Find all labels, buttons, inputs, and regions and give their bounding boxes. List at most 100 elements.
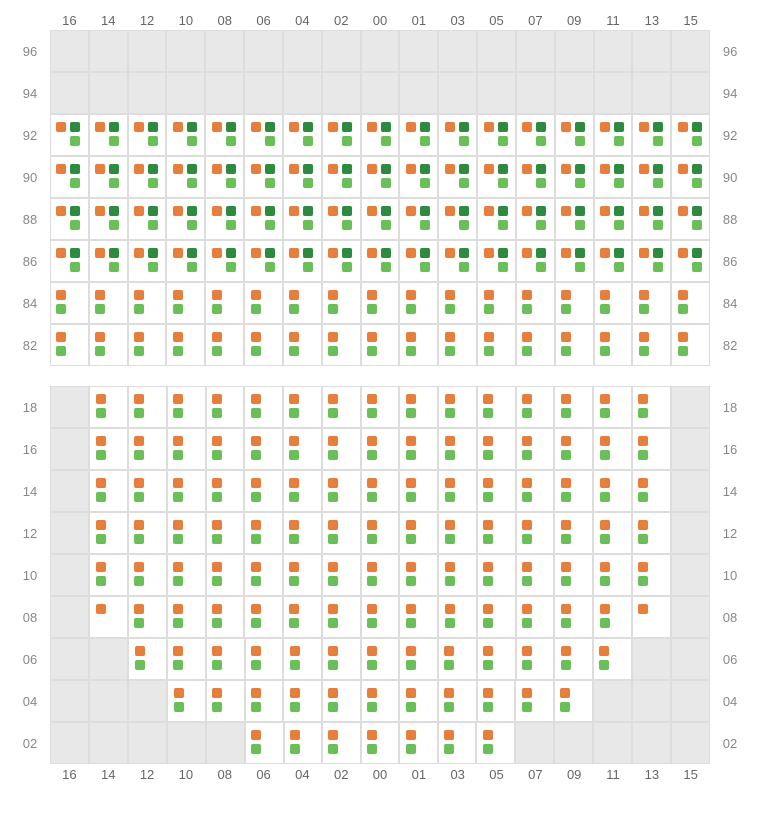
cell-active[interactable] (167, 512, 206, 554)
cell-active[interactable] (283, 596, 322, 638)
cell-active[interactable] (206, 554, 245, 596)
cell-active[interactable] (632, 240, 671, 282)
cell-active[interactable] (399, 114, 438, 156)
cell-active[interactable] (166, 240, 205, 282)
cell-active[interactable] (244, 554, 283, 596)
cell-active[interactable] (205, 156, 244, 198)
cell-active[interactable] (166, 156, 205, 198)
cell-active[interactable] (128, 156, 167, 198)
cell-active[interactable] (554, 680, 593, 722)
cell-active[interactable] (206, 470, 245, 512)
cell-active[interactable] (283, 324, 322, 366)
cell-active[interactable] (438, 428, 477, 470)
cell-active[interactable] (477, 512, 516, 554)
cell-active[interactable] (244, 324, 283, 366)
cell-active[interactable] (361, 680, 400, 722)
cell-active[interactable] (283, 282, 322, 324)
cell-active[interactable] (167, 470, 206, 512)
cell-active[interactable] (322, 554, 361, 596)
cell-active[interactable] (128, 198, 167, 240)
cell-active[interactable] (554, 554, 593, 596)
cell-active[interactable] (322, 512, 361, 554)
cell-active[interactable] (477, 596, 516, 638)
cell-active[interactable] (322, 638, 361, 680)
cell-active[interactable] (244, 512, 283, 554)
cell-active[interactable] (399, 722, 438, 764)
cell-active[interactable] (477, 428, 516, 470)
cell-active[interactable] (166, 114, 205, 156)
cell-active[interactable] (89, 240, 128, 282)
cell-active[interactable] (244, 596, 283, 638)
cell-active[interactable] (128, 240, 167, 282)
cell-active[interactable] (206, 638, 245, 680)
cell-active[interactable] (361, 470, 400, 512)
cell-active[interactable] (244, 428, 283, 470)
cell-active[interactable] (516, 470, 555, 512)
cell-active[interactable] (89, 386, 128, 428)
cell-active[interactable] (632, 282, 671, 324)
cell-active[interactable] (516, 386, 555, 428)
cell-active[interactable] (361, 722, 400, 764)
cell-active[interactable] (284, 722, 323, 764)
cell-active[interactable] (50, 324, 89, 366)
cell-active[interactable] (283, 114, 322, 156)
cell-active[interactable] (89, 596, 128, 638)
cell-active[interactable] (128, 428, 167, 470)
cell-active[interactable] (399, 680, 438, 722)
cell-active[interactable] (555, 198, 594, 240)
cell-active[interactable] (594, 240, 633, 282)
cell-active[interactable] (594, 282, 633, 324)
cell-active[interactable] (128, 470, 167, 512)
cell-active[interactable] (516, 428, 555, 470)
cell-active[interactable] (594, 198, 633, 240)
cell-active[interactable] (593, 470, 632, 512)
cell-active[interactable] (322, 722, 361, 764)
cell-active[interactable] (594, 156, 633, 198)
cell-active[interactable] (206, 512, 245, 554)
cell-active[interactable] (516, 282, 555, 324)
cell-active[interactable] (477, 198, 516, 240)
cell-active[interactable] (438, 156, 477, 198)
cell-active[interactable] (128, 282, 167, 324)
cell-active[interactable] (399, 282, 438, 324)
cell-active[interactable] (399, 470, 438, 512)
cell-active[interactable] (438, 470, 477, 512)
cell-active[interactable] (322, 680, 361, 722)
cell-active[interactable] (322, 324, 361, 366)
cell-active[interactable] (167, 428, 206, 470)
cell-active[interactable] (516, 156, 555, 198)
cell-active[interactable] (632, 470, 671, 512)
cell-active[interactable] (167, 680, 206, 722)
cell-active[interactable] (322, 428, 361, 470)
cell-active[interactable] (283, 638, 322, 680)
cell-active[interactable] (438, 386, 477, 428)
cell-active[interactable] (632, 386, 671, 428)
cell-active[interactable] (671, 282, 710, 324)
cell-active[interactable] (50, 282, 89, 324)
cell-active[interactable] (399, 554, 438, 596)
cell-active[interactable] (361, 638, 400, 680)
cell-active[interactable] (166, 198, 205, 240)
cell-active[interactable] (516, 512, 555, 554)
cell-active[interactable] (128, 512, 167, 554)
cell-active[interactable] (594, 114, 633, 156)
cell-active[interactable] (128, 324, 167, 366)
cell-active[interactable] (477, 240, 516, 282)
cell-active[interactable] (50, 156, 89, 198)
cell-active[interactable] (128, 596, 167, 638)
cell-active[interactable] (399, 324, 438, 366)
cell-active[interactable] (244, 386, 283, 428)
cell-active[interactable] (205, 282, 244, 324)
cell-active[interactable] (205, 114, 244, 156)
cell-active[interactable] (399, 428, 438, 470)
cell-active[interactable] (245, 638, 284, 680)
cell-active[interactable] (554, 470, 593, 512)
cell-active[interactable] (555, 114, 594, 156)
cell-active[interactable] (632, 428, 671, 470)
cell-active[interactable] (438, 554, 477, 596)
cell-active[interactable] (671, 156, 710, 198)
cell-active[interactable] (399, 198, 438, 240)
cell-active[interactable] (245, 680, 284, 722)
cell-active[interactable] (283, 512, 322, 554)
cell-active[interactable] (167, 554, 206, 596)
